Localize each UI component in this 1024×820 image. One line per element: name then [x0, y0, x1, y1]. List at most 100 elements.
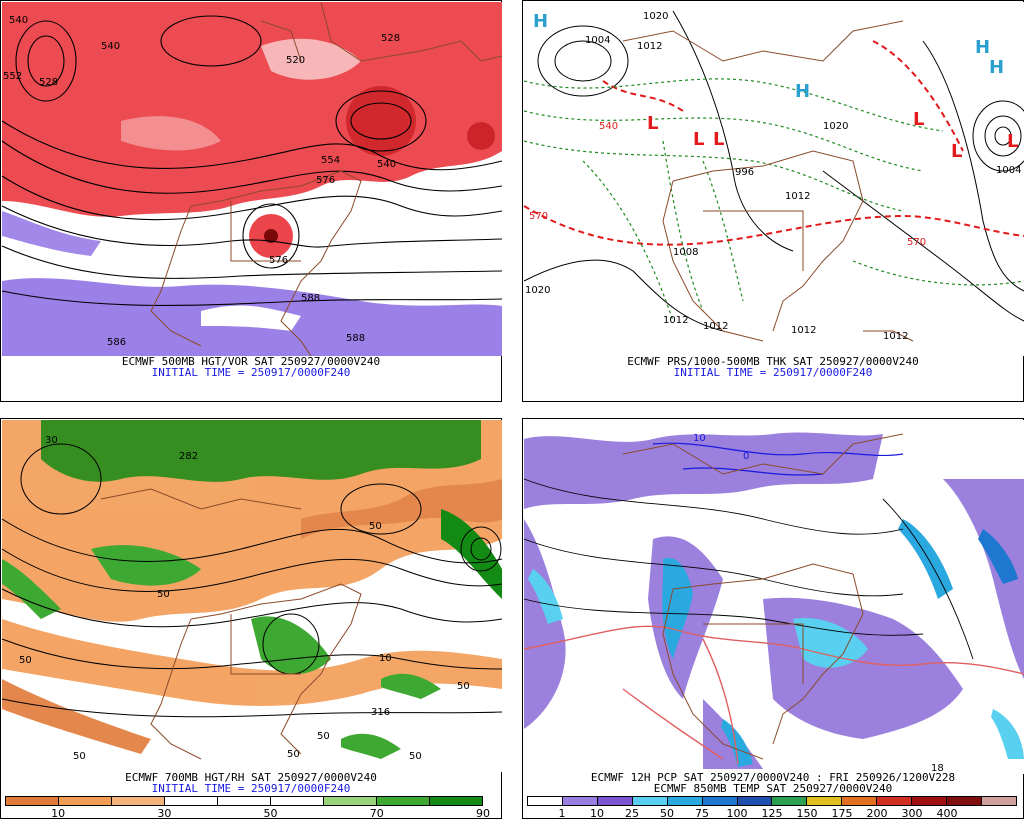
contour-label: 588: [346, 333, 365, 344]
isobar-label: 1004: [585, 35, 610, 46]
colorbar-swatch: [771, 797, 807, 805]
colorbar-swatch: [376, 797, 429, 805]
height-contours: [1, 443, 503, 718]
colorbar-tick-label: 125: [761, 807, 783, 820]
high-pressure-symbol: H: [989, 57, 1004, 78]
contour-label: 576: [269, 255, 288, 266]
colorbar-swatch: [876, 797, 912, 805]
colorbar-swatch: [58, 797, 111, 805]
contour-label: 50: [457, 681, 470, 692]
colorbar-tick-label: 50: [660, 807, 674, 820]
panel-500mb-hgt-vor: 540 552 528 520 540 528 554 576 540 576 …: [0, 0, 503, 402]
contour-label: 50: [287, 749, 300, 760]
contour-label: 586: [107, 337, 126, 348]
colorbar-swatch: [841, 797, 877, 805]
coastlines: [100, 488, 362, 760]
low-pressure-symbol: L: [693, 129, 704, 150]
isobar-label: 996: [735, 167, 754, 178]
colorbar-tick-label: 1: [558, 807, 566, 820]
colorbar-tick-label: 30: [157, 807, 172, 820]
isobar-label: 1012: [883, 331, 908, 342]
colorbar-swatch: [631, 797, 667, 805]
map-500mb: 540 552 528 520 540 528 554 576 540 576 …: [1, 1, 503, 357]
panel-prs-thk: 1020 1004 1012 996 1012 1020 1012 1012 1…: [522, 0, 1024, 402]
colorbar-tick-label: 75: [695, 807, 709, 820]
coastlines: [150, 1, 503, 357]
isobar-label: 1020: [643, 11, 668, 22]
colorbar-swatch: [528, 797, 562, 805]
colorbar-swatch: [666, 797, 702, 805]
isobar-label: 1012: [791, 325, 816, 336]
panel-init-time: INITIAL TIME = 250917/0000F240: [151, 782, 351, 795]
thickness-label: 570: [907, 237, 926, 248]
colorbar-swatch: [6, 797, 58, 805]
isobar-label: 1008: [673, 247, 698, 258]
pcp-colorbar-ticks: 1 10 25 50 75 100 125 150 175 200 300 400: [527, 807, 1017, 820]
moist-areas: [2, 420, 502, 759]
colorbar-swatch: [429, 797, 482, 805]
thickness-contours: [523, 40, 1024, 246]
colorbar-swatch: [980, 797, 1016, 805]
contour-label: 30: [45, 435, 58, 446]
colorbar-swatch: [217, 797, 270, 805]
isobar-label: 1020: [823, 121, 848, 132]
colorbar-swatch: [946, 797, 981, 805]
colorbar-tick-label: 100: [726, 807, 748, 820]
contour-label: 520: [286, 55, 305, 66]
coastlines: [622, 20, 914, 342]
panel-caption-secondary: ECMWF 850MB TEMP SAT 250927/0000V240: [653, 782, 893, 795]
isobar-label: 1004: [996, 165, 1021, 176]
panel-caption: ECMWF 700MB HGT/RH SAT 250927/0000V240: [125, 771, 377, 784]
colorbar-swatch: [806, 797, 842, 805]
colorbar-swatch: [323, 797, 376, 805]
low-pressure-symbol: L: [913, 109, 924, 130]
colorbar-swatch: [270, 797, 323, 805]
contour-label: 540: [9, 15, 28, 26]
panel-init-time: INITIAL TIME = 250917/0000F240: [151, 366, 351, 379]
rh-colorbar: [5, 796, 483, 806]
colorbar-swatch: [911, 797, 947, 805]
contour-label: 528: [381, 33, 400, 44]
contour-label: 528: [39, 77, 58, 88]
isobar-label: 1012: [785, 191, 810, 202]
high-pressure-symbol: H: [975, 37, 990, 58]
colorbar-tick-label: 175: [831, 807, 853, 820]
height-contours: [1, 15, 503, 307]
colorbar-tick-label: 10: [51, 807, 66, 820]
high-pressure-symbol: H: [533, 11, 548, 32]
contour-label: 282: [179, 451, 198, 462]
temp-label: 18: [931, 763, 944, 774]
panel-init-time: INITIAL TIME = 250917/0000F240: [673, 366, 873, 379]
colorbar-swatch: [111, 797, 164, 805]
low-pressure-symbol: L: [951, 141, 962, 162]
isobar-label: 1012: [703, 321, 728, 332]
colorbar-swatch: [561, 797, 597, 805]
contour-label: 50: [409, 751, 422, 762]
colorbar-tick-label: 400: [936, 807, 958, 820]
colorbar-tick-label: 300: [901, 807, 923, 820]
isobar-label: 1020: [525, 285, 550, 296]
contour-label: 588: [301, 293, 320, 304]
low-pressure-symbol: L: [1007, 131, 1018, 152]
contour-label: 50: [369, 521, 382, 532]
rh-colorbar-ticks: 10 30 50 70 90: [5, 807, 490, 820]
contour-label: 50: [19, 655, 32, 666]
temp-label: 10: [693, 433, 706, 444]
colorbar-tick-label: 150: [796, 807, 818, 820]
panel-caption: ECMWF 500MB HGT/VOR SAT 250927/0000V240: [121, 355, 381, 368]
coastlines: [622, 433, 904, 760]
colorbar-tick-label: 50: [263, 807, 278, 820]
temp-label: 0: [743, 451, 749, 462]
panel-700mb-hgt-rh: 282 50 50 10 50 30 50 316 50 50 50 50 EC…: [0, 418, 503, 820]
colorbar-swatch: [596, 797, 632, 805]
colorbar-swatch: [736, 797, 772, 805]
colorbar-tick-label: 90: [476, 807, 490, 820]
temp-contours-cold: [652, 442, 904, 476]
colorbar-tick-label: 70: [369, 807, 384, 820]
contour-label: 576: [316, 175, 335, 186]
panel-caption: ECMWF PRS/1000-500MB THK SAT 250927/0000…: [627, 355, 919, 368]
colorbar-tick-label: 25: [625, 807, 639, 820]
map-pcp: 18 10 0: [523, 420, 1024, 774]
isobar-label: 1012: [637, 41, 662, 52]
contour-label: 540: [377, 159, 396, 170]
